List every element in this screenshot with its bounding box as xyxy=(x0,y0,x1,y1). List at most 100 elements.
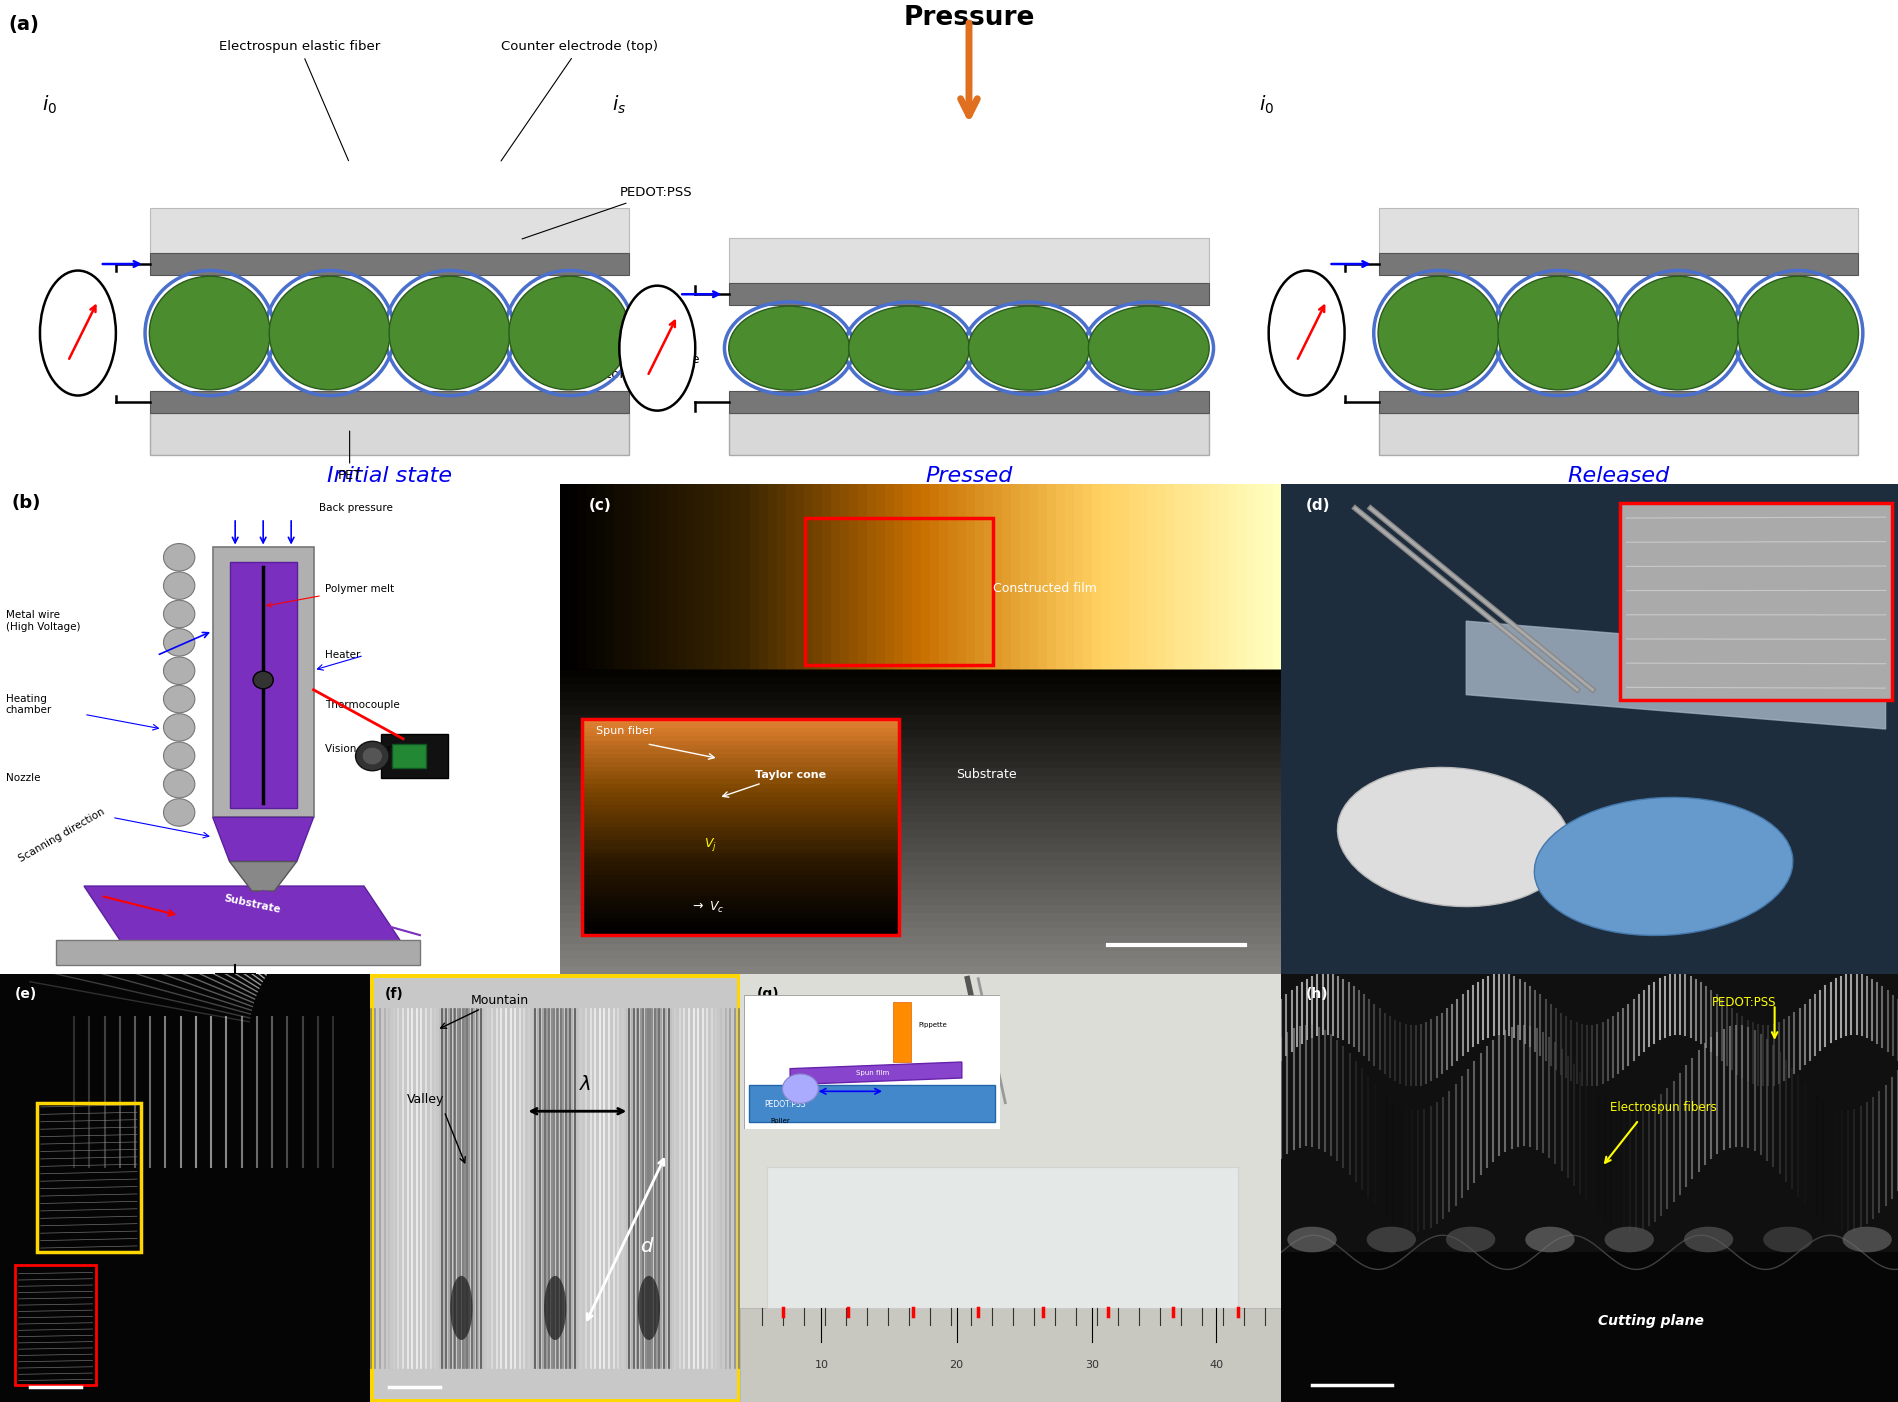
Ellipse shape xyxy=(1268,271,1344,395)
Polygon shape xyxy=(790,1063,962,1085)
Text: Thermocouple: Thermocouple xyxy=(325,700,399,709)
Ellipse shape xyxy=(389,276,511,390)
FancyBboxPatch shape xyxy=(1378,391,1858,414)
Ellipse shape xyxy=(1446,1227,1496,1252)
Ellipse shape xyxy=(1498,276,1619,390)
Text: (a): (a) xyxy=(8,15,38,34)
Text: Pippette: Pippette xyxy=(919,1022,947,1029)
Circle shape xyxy=(163,600,195,628)
FancyBboxPatch shape xyxy=(1281,484,1898,974)
Ellipse shape xyxy=(848,306,970,390)
Text: Counter electrode (top): Counter electrode (top) xyxy=(501,41,659,161)
Ellipse shape xyxy=(619,286,695,411)
Text: 40: 40 xyxy=(1209,1360,1224,1370)
FancyBboxPatch shape xyxy=(744,995,1000,1129)
FancyBboxPatch shape xyxy=(729,414,1209,456)
FancyBboxPatch shape xyxy=(381,733,448,778)
Ellipse shape xyxy=(1287,1227,1336,1252)
FancyBboxPatch shape xyxy=(750,1085,995,1122)
Text: Substrate: Substrate xyxy=(957,768,1017,781)
Text: $\lambda$: $\lambda$ xyxy=(579,1075,590,1094)
Polygon shape xyxy=(1467,621,1885,729)
Ellipse shape xyxy=(40,271,116,395)
FancyBboxPatch shape xyxy=(150,252,630,275)
Text: 20: 20 xyxy=(949,1360,964,1370)
Circle shape xyxy=(163,714,195,742)
Ellipse shape xyxy=(1684,1227,1733,1252)
FancyBboxPatch shape xyxy=(0,974,370,1402)
Text: (h): (h) xyxy=(1306,987,1329,1001)
Text: Heater: Heater xyxy=(325,651,361,660)
Text: (c): (c) xyxy=(588,498,611,513)
Ellipse shape xyxy=(270,276,391,390)
FancyBboxPatch shape xyxy=(740,1308,1281,1402)
Ellipse shape xyxy=(1088,306,1209,390)
FancyBboxPatch shape xyxy=(150,391,630,414)
Text: Pressure: Pressure xyxy=(903,6,1034,31)
Text: (d): (d) xyxy=(1306,498,1330,513)
Text: Spun fiber: Spun fiber xyxy=(596,726,653,736)
Bar xyxy=(38,1102,140,1252)
FancyBboxPatch shape xyxy=(560,484,1281,974)
Text: Substrate: Substrate xyxy=(222,893,281,916)
Text: $\rightarrow$ $V_c$: $\rightarrow$ $V_c$ xyxy=(689,900,725,914)
Text: Heating
chamber: Heating chamber xyxy=(6,694,51,715)
FancyBboxPatch shape xyxy=(729,391,1209,414)
Text: (b): (b) xyxy=(11,494,40,512)
Polygon shape xyxy=(213,817,313,861)
FancyBboxPatch shape xyxy=(1378,414,1858,456)
Ellipse shape xyxy=(1843,1227,1892,1252)
Bar xyxy=(581,719,900,935)
Text: Electrospun elastic fiber: Electrospun elastic fiber xyxy=(218,41,380,161)
FancyBboxPatch shape xyxy=(150,414,630,456)
FancyBboxPatch shape xyxy=(560,670,1281,974)
Text: Electrospun fibers: Electrospun fibers xyxy=(1610,1101,1718,1115)
Polygon shape xyxy=(230,861,296,892)
Text: Valley: Valley xyxy=(406,1092,444,1106)
Text: Roller: Roller xyxy=(771,1119,790,1124)
Text: 10: 10 xyxy=(814,1360,828,1370)
FancyBboxPatch shape xyxy=(892,1002,911,1063)
Text: PEDOT:PSS: PEDOT:PSS xyxy=(765,1101,807,1109)
Polygon shape xyxy=(84,886,402,945)
Text: Back pressure: Back pressure xyxy=(319,503,393,513)
Ellipse shape xyxy=(150,276,270,390)
Text: Released: Released xyxy=(1568,465,1670,485)
Ellipse shape xyxy=(1526,1227,1575,1252)
Ellipse shape xyxy=(1604,1227,1653,1252)
FancyBboxPatch shape xyxy=(213,547,313,817)
Text: Taylor cone: Taylor cone xyxy=(755,770,826,780)
Ellipse shape xyxy=(638,1276,661,1340)
Text: Mountain: Mountain xyxy=(471,994,530,1007)
FancyBboxPatch shape xyxy=(1281,1252,1898,1402)
Text: Vision system: Vision system xyxy=(325,743,397,754)
FancyBboxPatch shape xyxy=(740,974,1281,1402)
Ellipse shape xyxy=(729,306,850,390)
Text: PEDOT:PSS: PEDOT:PSS xyxy=(522,186,693,238)
Text: Cutting plane: Cutting plane xyxy=(1598,1314,1704,1328)
Circle shape xyxy=(252,672,273,688)
Ellipse shape xyxy=(1367,1227,1416,1252)
Text: (f): (f) xyxy=(385,987,404,1001)
Text: Metal wire
(High Voltage): Metal wire (High Voltage) xyxy=(6,610,80,632)
Circle shape xyxy=(163,686,195,712)
Text: (g): (g) xyxy=(757,987,778,1001)
Text: Constructed film: Constructed film xyxy=(993,582,1097,594)
Text: Initial state: Initial state xyxy=(326,465,452,485)
FancyBboxPatch shape xyxy=(230,562,296,808)
Ellipse shape xyxy=(450,1276,473,1340)
Polygon shape xyxy=(767,1166,1237,1308)
Circle shape xyxy=(163,572,195,600)
Circle shape xyxy=(355,742,389,771)
FancyBboxPatch shape xyxy=(1621,503,1892,700)
Ellipse shape xyxy=(1534,798,1794,935)
Circle shape xyxy=(163,770,195,798)
FancyBboxPatch shape xyxy=(57,939,419,965)
Bar xyxy=(805,517,993,666)
FancyBboxPatch shape xyxy=(1378,252,1858,275)
Text: Pressed: Pressed xyxy=(926,465,1014,485)
Ellipse shape xyxy=(782,1074,818,1103)
FancyBboxPatch shape xyxy=(1281,974,1898,1402)
Ellipse shape xyxy=(1378,276,1499,390)
Text: Spun film: Spun film xyxy=(856,1070,888,1075)
